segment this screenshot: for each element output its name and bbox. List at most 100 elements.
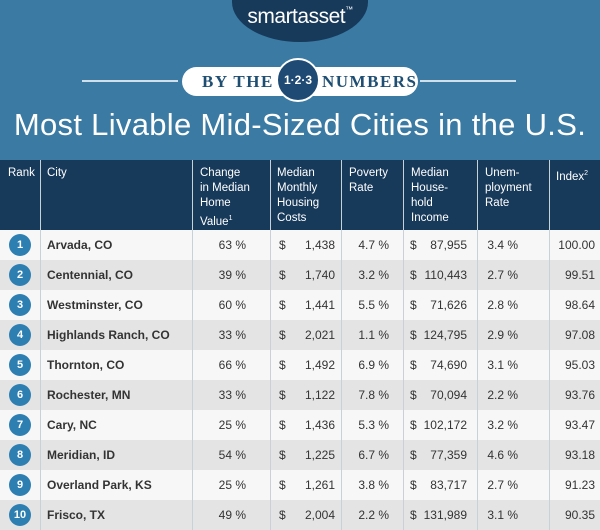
city-name: Overland Park, KS — [47, 478, 152, 492]
header-income-line: Income — [411, 212, 449, 224]
header-unemp-line: Rate — [485, 197, 510, 209]
rank-badge: 4 — [9, 324, 31, 346]
household-income: 70,094 — [430, 388, 467, 402]
header-change-line: in Median — [200, 182, 250, 194]
currency-symbol: $ — [279, 418, 286, 432]
header-change: Change in Median Home Value1 — [200, 166, 250, 230]
brand-tm: ™ — [345, 5, 353, 14]
unemployment-rate: 2.7 % — [487, 268, 518, 282]
header-poverty-line: Poverty — [349, 167, 388, 179]
index-score: 93.47 — [564, 418, 595, 432]
header-rank: Rank — [8, 167, 35, 179]
city-name: Highlands Ranch, CO — [47, 328, 170, 342]
index-score: 95.03 — [564, 358, 595, 372]
currency-symbol: $ — [279, 358, 286, 372]
housing-costs: 1,438 — [304, 238, 335, 252]
table-row: 8 Meridian, ID 54 % $ 1,225 6.7 % $ 77,3… — [0, 440, 600, 470]
table-row: 9 Overland Park, KS 25 % $ 1,261 3.8 % $… — [0, 470, 600, 500]
table-row: 10 Frisco, TX 49 % $ 2,004 2.2 % $ 131,9… — [0, 500, 600, 530]
housing-costs: 1,261 — [304, 478, 335, 492]
change-home-value: 25 % — [218, 418, 246, 432]
currency-symbol: $ — [410, 238, 417, 252]
index-score: 99.51 — [564, 268, 595, 282]
household-income: 77,359 — [430, 448, 467, 462]
header-unemployment: Unem- ployment Rate — [485, 166, 532, 211]
header-income-line: House- — [411, 182, 449, 194]
household-income: 74,690 — [430, 358, 467, 372]
city-name: Thornton, CO — [47, 358, 125, 372]
divider-left — [82, 80, 178, 82]
poverty-rate: 4.7 % — [358, 238, 389, 252]
unemployment-rate: 3.1 % — [487, 508, 518, 522]
currency-symbol: $ — [279, 238, 286, 252]
currency-symbol: $ — [279, 388, 286, 402]
header-city: City — [47, 167, 67, 179]
currency-symbol: $ — [410, 508, 417, 522]
numbers-label: NUMBERS — [322, 72, 418, 91]
household-income: 102,172 — [423, 418, 467, 432]
page-title: Most Livable Mid-Sized Cities in the U.S… — [13, 107, 587, 142]
unemployment-rate: 2.7 % — [487, 478, 518, 492]
currency-symbol: $ — [279, 268, 286, 282]
housing-costs: 2,004 — [304, 508, 335, 522]
change-home-value: 66 % — [218, 358, 246, 372]
city-name: Meridian, ID — [47, 448, 116, 462]
header-housing-line: Monthly — [277, 182, 318, 194]
currency-symbol: $ — [279, 478, 286, 492]
poverty-rate: 7.8 % — [358, 388, 389, 402]
header-income-line: Median — [411, 167, 449, 179]
housing-costs: 1,436 — [304, 418, 335, 432]
currency-symbol: $ — [410, 448, 417, 462]
poverty-rate: 6.9 % — [358, 358, 389, 372]
rank-badge: 7 — [9, 414, 31, 436]
table-row: 3 Westminster, CO 60 % $ 1,441 5.5 % $ 7… — [0, 290, 600, 320]
divider-right — [420, 80, 516, 82]
housing-costs: 1,740 — [304, 268, 335, 282]
poverty-rate: 5.5 % — [358, 298, 389, 312]
city-name: Rochester, MN — [47, 388, 131, 402]
currency-symbol: $ — [410, 358, 417, 372]
change-home-value: 54 % — [218, 448, 246, 462]
currency-symbol: $ — [279, 328, 286, 342]
column-divider — [270, 160, 271, 530]
change-home-value: 49 % — [218, 508, 246, 522]
brand-name: smartasset — [247, 5, 346, 28]
header-unemp-line: Unem- — [485, 167, 520, 179]
household-income: 83,717 — [430, 478, 467, 492]
change-home-value: 63 % — [218, 238, 246, 252]
household-income: 110,443 — [424, 268, 468, 282]
index-score: 90.35 — [564, 508, 595, 522]
column-divider — [341, 160, 342, 530]
change-home-value: 39 % — [218, 268, 246, 282]
unemployment-rate: 2.8 % — [487, 298, 518, 312]
index-score: 98.64 — [564, 298, 595, 312]
household-income: 124,795 — [423, 328, 467, 342]
housing-costs: 1,122 — [304, 388, 335, 402]
unemployment-rate: 2.2 % — [487, 388, 518, 402]
currency-symbol: $ — [410, 478, 417, 492]
change-home-value: 33 % — [218, 388, 246, 402]
unemployment-rate: 3.2 % — [487, 418, 518, 432]
household-income: 71,626 — [430, 298, 467, 312]
currency-symbol: $ — [410, 388, 417, 402]
index-score: 97.08 — [564, 328, 595, 342]
table-row: 2 Centennial, CO 39 % $ 1,740 3.2 % $ 11… — [0, 260, 600, 290]
poverty-rate: 6.7 % — [358, 448, 389, 462]
change-home-value: 25 % — [218, 478, 246, 492]
header-housing-line: Housing — [277, 197, 320, 209]
housing-costs: 2,021 — [304, 328, 335, 342]
currency-symbol: $ — [410, 328, 417, 342]
table-row: 6 Rochester, MN 33 % $ 1,122 7.8 % $ 70,… — [0, 380, 600, 410]
table-row: 1 Arvada, CO 63 % $ 1,438 4.7 % $ 87,955… — [0, 230, 600, 260]
table-row: 5 Thornton, CO 66 % $ 1,492 6.9 % $ 74,6… — [0, 350, 600, 380]
poverty-rate: 3.2 % — [358, 268, 389, 282]
rank-badge: 6 — [9, 384, 31, 406]
header-income-line: hold — [411, 197, 433, 209]
header-unemp-line: ployment — [485, 182, 532, 194]
city-name: Westminster, CO — [47, 298, 143, 312]
index-score: 100.00 — [558, 238, 595, 252]
header-housing-line: Median — [277, 167, 315, 179]
brand-logo: smartasset™ — [232, 5, 368, 29]
unemployment-rate: 2.9 % — [487, 328, 518, 342]
poverty-rate: 3.8 % — [358, 478, 389, 492]
